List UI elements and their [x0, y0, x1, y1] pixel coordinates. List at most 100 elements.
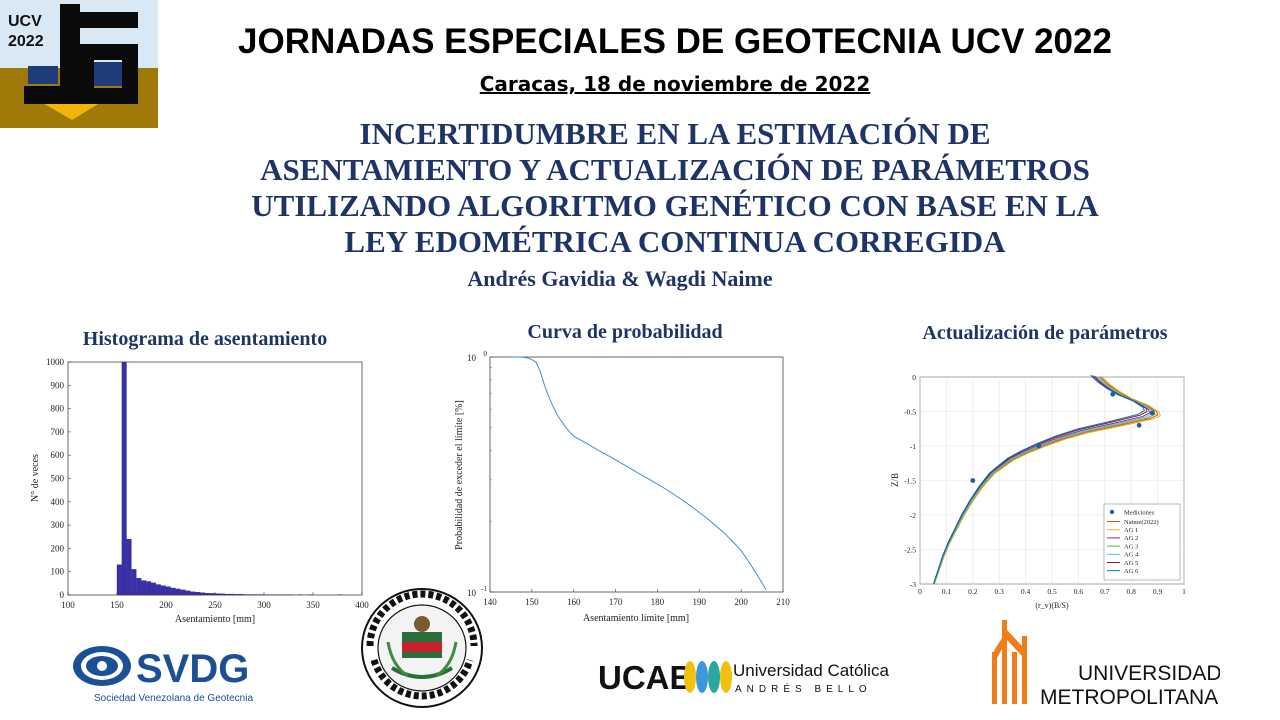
ucv-seal-logo [358, 586, 488, 710]
params-ytick-label: -1.5 [904, 477, 916, 486]
histogram-bar [141, 580, 147, 596]
unimet-line1: UNIVERSIDAD [1078, 662, 1220, 685]
probability-title: Curva de probabilidad [527, 321, 723, 343]
probability-xtick-label: 200 [734, 597, 748, 607]
histogram-xtick-label: 200 [159, 600, 173, 610]
params-ytick-label: -2.5 [904, 546, 916, 555]
histogram-ytick-label: 200 [51, 543, 65, 553]
probability-xtick-label: 180 [651, 597, 665, 607]
histogram-bar [195, 592, 201, 596]
params-measurement-point [1036, 443, 1042, 449]
probability-ylabel: Probabilidad de exceder el límite [%] [454, 400, 465, 550]
histogram-title: Histograma de asentamiento [82, 328, 328, 350]
params-measurement-point [970, 478, 976, 483]
params-ytick-label: -1 [910, 442, 916, 451]
legend-label: Naime(2022) [1124, 519, 1159, 526]
histogram-ytick-label: 100 [51, 567, 65, 577]
histogram-xtick-label: 300 [257, 600, 271, 610]
histogram-bar [190, 591, 196, 596]
histogram-xtick-label: 350 [306, 600, 320, 610]
histogram-bar [234, 594, 240, 596]
params-title: Actualización de parámetros [922, 322, 1168, 344]
histogram-bar [121, 361, 127, 596]
date-text: Caracas, 18 de noviembre de 2022 [479, 72, 871, 96]
logo-ucv-text: UCV [8, 13, 42, 30]
histogram-ytick-label: 1000 [46, 357, 65, 367]
paper-title: INCERTIDUMBRE EN LA ESTIMACIÓN DE ASENTA… [110, 116, 1240, 260]
histogram-bar [180, 589, 186, 596]
params-xtick-label: 0 [918, 587, 922, 596]
legend-label: AG 4 [1124, 552, 1139, 559]
histogram-ytick-label: 700 [51, 427, 65, 437]
paper-title-line: UTILIZANDO ALGORITMO GENÉTICO CON BASE E… [251, 188, 1099, 223]
legend-label: Mediciones [1124, 510, 1155, 517]
params-legend [1103, 503, 1181, 581]
histogram-chart: 100 150 200 250 300 350 4000100200300400500600… [30, 357, 369, 625]
unimet-line2: METROPOLITANA [1040, 686, 1218, 709]
params-xtick-label: 0.5 [1047, 587, 1057, 596]
probability-xtick-label: 210 [776, 597, 790, 607]
histogram-xtick-label: 400 [355, 600, 369, 610]
params-xtick-label: 0.7 [1100, 587, 1110, 596]
probability-xtick-label: 170 [609, 597, 623, 607]
probability-ytick-label: 10 [467, 588, 477, 598]
params-xtick-label: 0.1 [942, 587, 952, 596]
histogram-bar [170, 587, 176, 596]
params-xtick-label: 0.4 [1021, 587, 1031, 596]
probability-axes [489, 356, 784, 593]
params-ytick-label: -0.5 [904, 408, 916, 417]
histogram-xtick-label: 100 [61, 600, 75, 610]
probability-xtick-label: 160 [567, 597, 581, 607]
params-series-line [932, 374, 1146, 585]
histogram-bar [209, 593, 215, 596]
legend-label: AG 3 [1124, 543, 1138, 550]
svdg-logo: SVDG Sociedad Venezolana de Geotecnia [70, 644, 290, 704]
histogram-bar [165, 586, 171, 596]
legend-label: AG 5 [1124, 560, 1138, 567]
histogram-bar [200, 592, 206, 596]
params-ylabel: Z/B [890, 473, 900, 487]
params-xtick-label: 0.2 [968, 587, 978, 596]
histogram-ytick-label: 900 [51, 380, 65, 390]
probability-xlabel: Asentamiento límite [mm] [583, 613, 689, 624]
probability-ytick-exponent: -1 [481, 585, 487, 593]
histogram-bar [175, 588, 181, 596]
paper-title-line: INCERTIDUMBRE EN LA ESTIMACIÓN DE [359, 116, 991, 151]
histogram-bar [136, 578, 142, 596]
svdg-name: SVDG [136, 647, 249, 691]
ucv2022-logo: UCV 2022 [0, 0, 158, 128]
histogram-xtick-label: 150 [110, 600, 124, 610]
ucab-logo: UCAB Universidad Católica ANDRÉS BELLO [596, 650, 896, 700]
histogram-bar [214, 593, 220, 596]
histogram-bar [151, 582, 157, 596]
authors: Andrés Gavidia & Wagdi Naime [467, 266, 773, 291]
histogram-bar [224, 593, 230, 596]
histogram-bar [126, 538, 132, 596]
params-xtick-label: 1 [1182, 587, 1186, 596]
histogram-ytick-label: 300 [51, 520, 65, 530]
histogram-axes [67, 361, 363, 596]
params-xtick-label: 0.8 [1127, 587, 1137, 596]
logo-year-text: 2022 [8, 33, 44, 50]
histogram-ytick-label: 0 [60, 590, 65, 600]
ucab-name: UCAB [598, 659, 693, 696]
probability-line [510, 356, 767, 591]
probability-xtick-label: 140 [483, 597, 497, 607]
paper-title-line: LEY EDOMÉTRICA CONTINUA CORREGIDA [344, 224, 1006, 259]
ucab-line1: Universidad Católica [733, 661, 889, 680]
legend-label: AG 6 [1124, 568, 1139, 575]
params-xlabel: (r_v)(B/S) [1035, 601, 1069, 610]
histogram-ytick-label: 800 [51, 404, 65, 414]
legend-marker [1109, 509, 1115, 515]
histogram-bar [185, 590, 191, 596]
params-series-line [933, 376, 1161, 585]
histogram-bar [156, 584, 161, 596]
histogram-bar [239, 594, 245, 596]
histogram-bar [229, 593, 235, 596]
histogram-bar [205, 592, 210, 596]
histogram-bar [146, 581, 152, 596]
params-xtick-label: 0.9 [1153, 587, 1163, 596]
unimet-logo: UNIVERSIDAD METROPOLITANA [984, 616, 1222, 710]
legend-label: AG 1 [1124, 527, 1138, 534]
params-chart: 0 0.1 0.2 0.3 0.4 0.5 0.6 0.7 0.8 0.9 1 0 -0.5 -1 -1.5… [890, 373, 1186, 610]
